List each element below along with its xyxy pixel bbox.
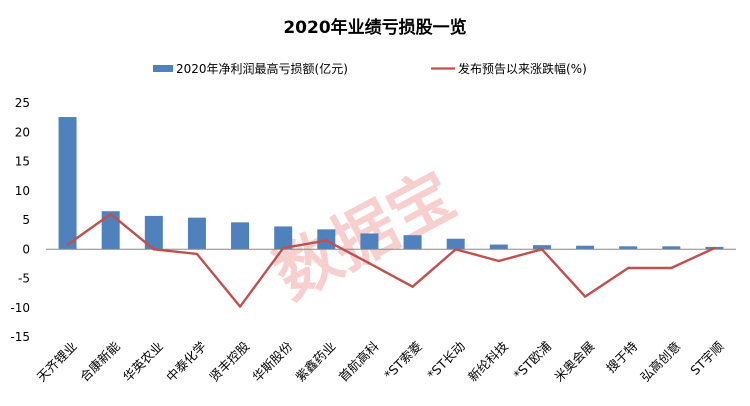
x-category-label: *ST索菱 bbox=[381, 339, 425, 383]
x-category-label: 搜于特 bbox=[603, 339, 640, 376]
bar bbox=[360, 233, 379, 250]
y-tick-label: -15 bbox=[10, 330, 30, 344]
bar bbox=[187, 217, 206, 250]
legend-line-label: 发布预告以来涨跌幅(%) bbox=[458, 61, 587, 76]
x-category-label: *ST长动 bbox=[424, 339, 468, 383]
bar bbox=[403, 235, 422, 250]
line-point bbox=[325, 239, 328, 242]
bar bbox=[662, 246, 681, 250]
legend-bar-swatch bbox=[153, 65, 173, 72]
bar bbox=[274, 226, 293, 250]
y-tick-label: -5 bbox=[18, 272, 30, 286]
line-point bbox=[195, 252, 199, 256]
legend-bar-label: 2020年净利润最高亏损额(亿元) bbox=[176, 61, 348, 76]
x-category-label: 天齐锂业 bbox=[34, 339, 80, 385]
line-point bbox=[497, 259, 501, 263]
line-series bbox=[66, 212, 716, 308]
line-point bbox=[281, 246, 285, 250]
bar bbox=[489, 244, 508, 250]
line-point bbox=[626, 266, 630, 270]
x-category-label: 中泰化学 bbox=[163, 339, 209, 385]
bar bbox=[101, 211, 120, 250]
y-tick-label: 5 bbox=[22, 213, 30, 227]
y-tick-label: 25 bbox=[15, 96, 30, 110]
y-axis: -15 -10 -5 0 5 10 15 20 25 bbox=[10, 96, 30, 344]
line-point bbox=[152, 248, 156, 251]
legend: 2020年净利润最高亏损额(亿元) 发布预告以来涨跌幅(%) bbox=[153, 61, 587, 76]
x-category-label: 合康新能 bbox=[77, 338, 123, 384]
bar bbox=[532, 245, 551, 250]
y-tick-label: 15 bbox=[15, 155, 30, 169]
x-category-label: ST宇顺 bbox=[687, 339, 726, 378]
y-tick-label: 0 bbox=[22, 242, 30, 256]
line-point bbox=[411, 285, 414, 288]
line-point bbox=[109, 212, 112, 216]
bar bbox=[619, 246, 638, 250]
x-category-label: 贤丰控股 bbox=[206, 338, 252, 384]
bar-series bbox=[58, 117, 724, 250]
bar bbox=[144, 215, 163, 250]
x-category-label: 新纶科技 bbox=[465, 338, 511, 384]
x-category-label: 紫鑫药业 bbox=[292, 339, 338, 385]
line-point bbox=[713, 246, 716, 250]
x-category-label: *ST欧浦 bbox=[510, 339, 554, 383]
x-category-label: 弘高创意 bbox=[637, 339, 683, 385]
line-point bbox=[540, 248, 544, 251]
line-point bbox=[670, 266, 673, 270]
y-tick-label: -10 bbox=[10, 301, 30, 315]
line-point bbox=[368, 262, 371, 265]
x-category-label: 华英农业 bbox=[120, 339, 166, 385]
line-point bbox=[66, 243, 69, 246]
line-point bbox=[454, 248, 457, 251]
y-tick-label: 20 bbox=[15, 125, 30, 139]
bar bbox=[231, 222, 250, 250]
line-point bbox=[238, 305, 242, 308]
bar bbox=[576, 245, 595, 250]
bar bbox=[58, 117, 77, 250]
chart-title: 2020年业绩亏损股一览 bbox=[283, 17, 466, 38]
y-tick-label: 10 bbox=[15, 184, 30, 198]
x-category-label: 米奥会展 bbox=[551, 339, 597, 385]
x-category-label: 首航高科 bbox=[336, 338, 382, 384]
x-category-label: 华斯股份 bbox=[249, 338, 295, 384]
line-path bbox=[66, 212, 715, 308]
bar bbox=[446, 238, 465, 250]
line-point bbox=[583, 295, 587, 298]
